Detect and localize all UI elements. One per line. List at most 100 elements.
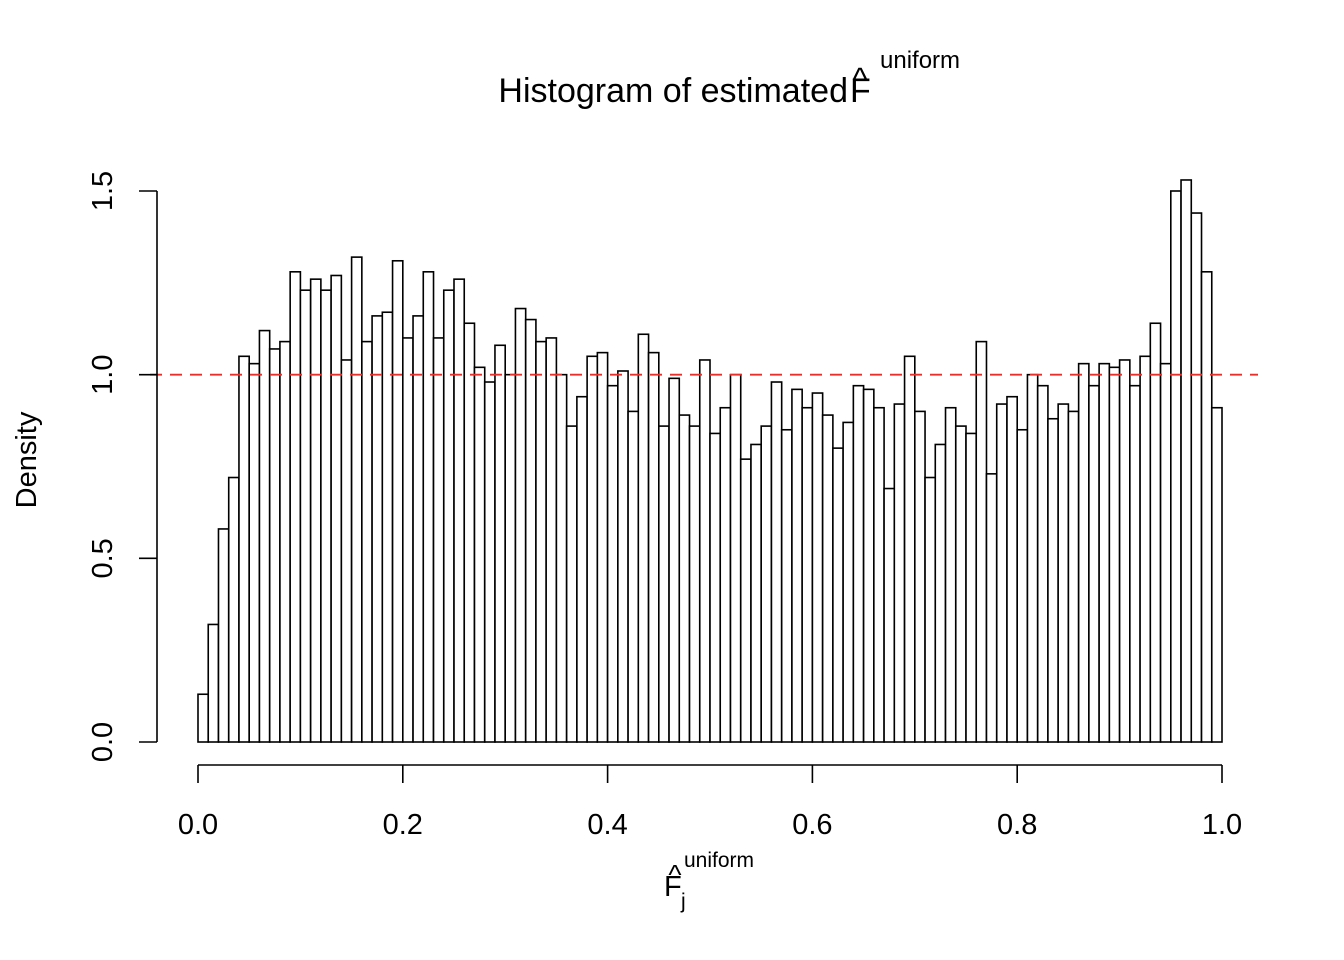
histogram-bar [1047,417,1059,743]
chart-title: Histogram of estimated F ^ uniform [498,47,960,110]
histogram-bar [340,359,353,743]
x-axis-label-hat: ^ [668,859,681,890]
histogram-bar [289,271,302,743]
histogram-bar [381,311,394,743]
histogram-bar [883,487,896,743]
x-axis: 0.0 0.2 0.4 0.6 0.8 1.0 [178,764,1242,841]
histogram-bar [473,366,486,743]
histogram-bar [637,333,650,743]
x-tick-label: 0.2 [383,809,423,841]
y-tick-label: 1.5 [87,171,119,211]
histogram-bar [217,528,230,743]
histogram-bar [1210,406,1223,743]
histogram-bar [248,362,261,743]
histogram-bar [801,406,814,743]
histogram-bar [391,259,404,743]
histogram-bar [320,289,332,743]
histogram-bar [1190,212,1203,743]
histogram-bar [913,410,926,743]
histogram-bar [780,428,793,743]
histogram-bar [657,425,670,743]
histogram-bar [1088,384,1100,743]
histogram-bar [524,318,537,743]
histogram-bar [862,388,875,743]
histogram-bar [1016,428,1029,743]
histogram-bar [791,388,803,743]
histogram-bar [1006,395,1019,743]
histogram-bar [965,432,978,743]
histogram-bar [1108,366,1121,743]
y-tick-label: 1.0 [87,355,119,395]
histogram-bar [207,623,220,743]
histogram-bar [1129,384,1141,743]
histogram-bar [1180,179,1193,743]
x-tick-label: 0.8 [997,809,1037,841]
histogram-bar [1118,359,1131,743]
histogram-bar [1139,355,1152,743]
histogram-bar [873,406,885,743]
histogram-bar [668,377,681,743]
histogram-bar [1200,271,1213,743]
histogram-bar [1057,403,1070,743]
histogram-bar [371,315,384,743]
histogram-bars [197,179,1223,743]
histogram-bar [729,373,742,743]
x-tick-label: 0.6 [792,809,832,841]
histogram-bar [1026,373,1039,743]
histogram-bar [483,381,496,743]
histogram-bar [555,373,568,743]
histogram-bar [617,370,629,743]
y-tick-label: 0.0 [87,722,119,762]
histogram-bar [238,355,251,743]
histogram-bar [852,384,865,743]
histogram-bar [279,340,291,743]
histogram-bar [760,425,773,743]
histogram-bar [719,406,732,743]
chart-title-hat: ^ [852,61,867,97]
histogram-bar [545,337,558,743]
y-tick-label: 0.5 [87,538,119,578]
histogram-bar [565,425,578,743]
histogram-bar [606,384,619,743]
histogram-bar [1149,322,1162,743]
histogram-bar [268,348,281,743]
histogram-bar [698,359,711,743]
histogram-bar [442,289,455,743]
chart-title-symbol: F [850,72,871,110]
histogram-bar [576,395,588,743]
histogram-bar [422,271,435,743]
histogram-bar [944,406,957,743]
y-axis: 0.0 0.5 1.0 1.5 [87,171,158,762]
x-tick-label: 0.0 [178,809,218,841]
histogram-bar [750,443,763,743]
histogram-bar [1036,384,1049,743]
histogram-bar [361,340,373,743]
histogram-bar [995,403,1008,743]
histogram-bar [258,329,271,743]
histogram-bar [924,476,937,743]
y-axis-label: Density [11,411,43,508]
histogram-bar [739,458,752,743]
histogram-bar [350,256,363,743]
histogram-bar [1098,362,1111,743]
histogram-bar [688,425,701,743]
histogram-bar [832,447,844,743]
histogram-bar [299,289,312,743]
chart-title-superscript: uniform [880,47,960,74]
histogram-bar [975,340,988,743]
histogram-bar [504,373,517,743]
histogram-bar [412,315,425,743]
histogram-bar [709,432,722,743]
histogram-bar [401,337,414,743]
x-axis-label-subscript: j [680,890,686,913]
histogram-bar [453,278,466,743]
histogram-bar [330,274,343,743]
histogram-bar [678,414,691,743]
histogram-bar [1077,362,1090,743]
histogram-bar [1067,410,1080,743]
x-axis-label-superscript: uniform [684,849,754,872]
x-axis-label: F ^ j uniform [664,849,754,913]
histogram-bar [893,403,906,743]
histogram-bar [1159,362,1172,743]
